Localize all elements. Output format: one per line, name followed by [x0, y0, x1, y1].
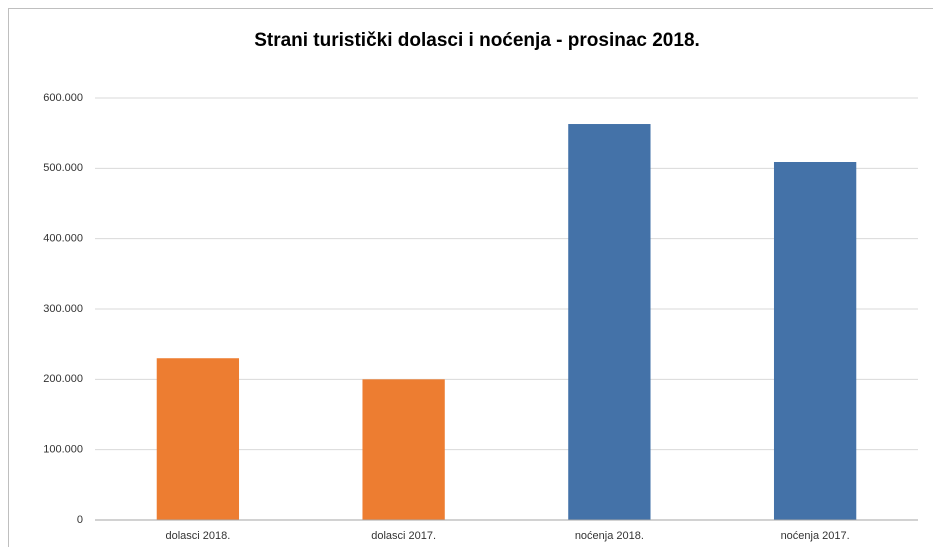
x-tick-label: dolasci 2018. — [165, 530, 230, 542]
x-tick-label: dolasci 2017. — [371, 530, 436, 542]
bar — [362, 379, 445, 520]
y-tick-label: 300.000 — [43, 303, 83, 315]
y-tick-label: 100.000 — [43, 444, 83, 456]
bar — [156, 358, 240, 520]
x-tick-label: noćenja 2017. — [781, 530, 850, 542]
y-tick-label: 600.000 — [43, 92, 83, 104]
bar — [773, 162, 857, 520]
y-tick-label: 500.000 — [43, 162, 83, 174]
bar — [568, 124, 651, 521]
x-tick-label: noćenja 2018. — [575, 530, 644, 542]
chart-frame — [8, 8, 933, 547]
chart-title: Strani turistički dolasci i noćenja - pr… — [254, 30, 700, 51]
y-tick-label: 400.000 — [43, 233, 83, 245]
y-tick-label: 0 — [77, 514, 83, 526]
y-tick-label: 200.000 — [43, 373, 83, 385]
